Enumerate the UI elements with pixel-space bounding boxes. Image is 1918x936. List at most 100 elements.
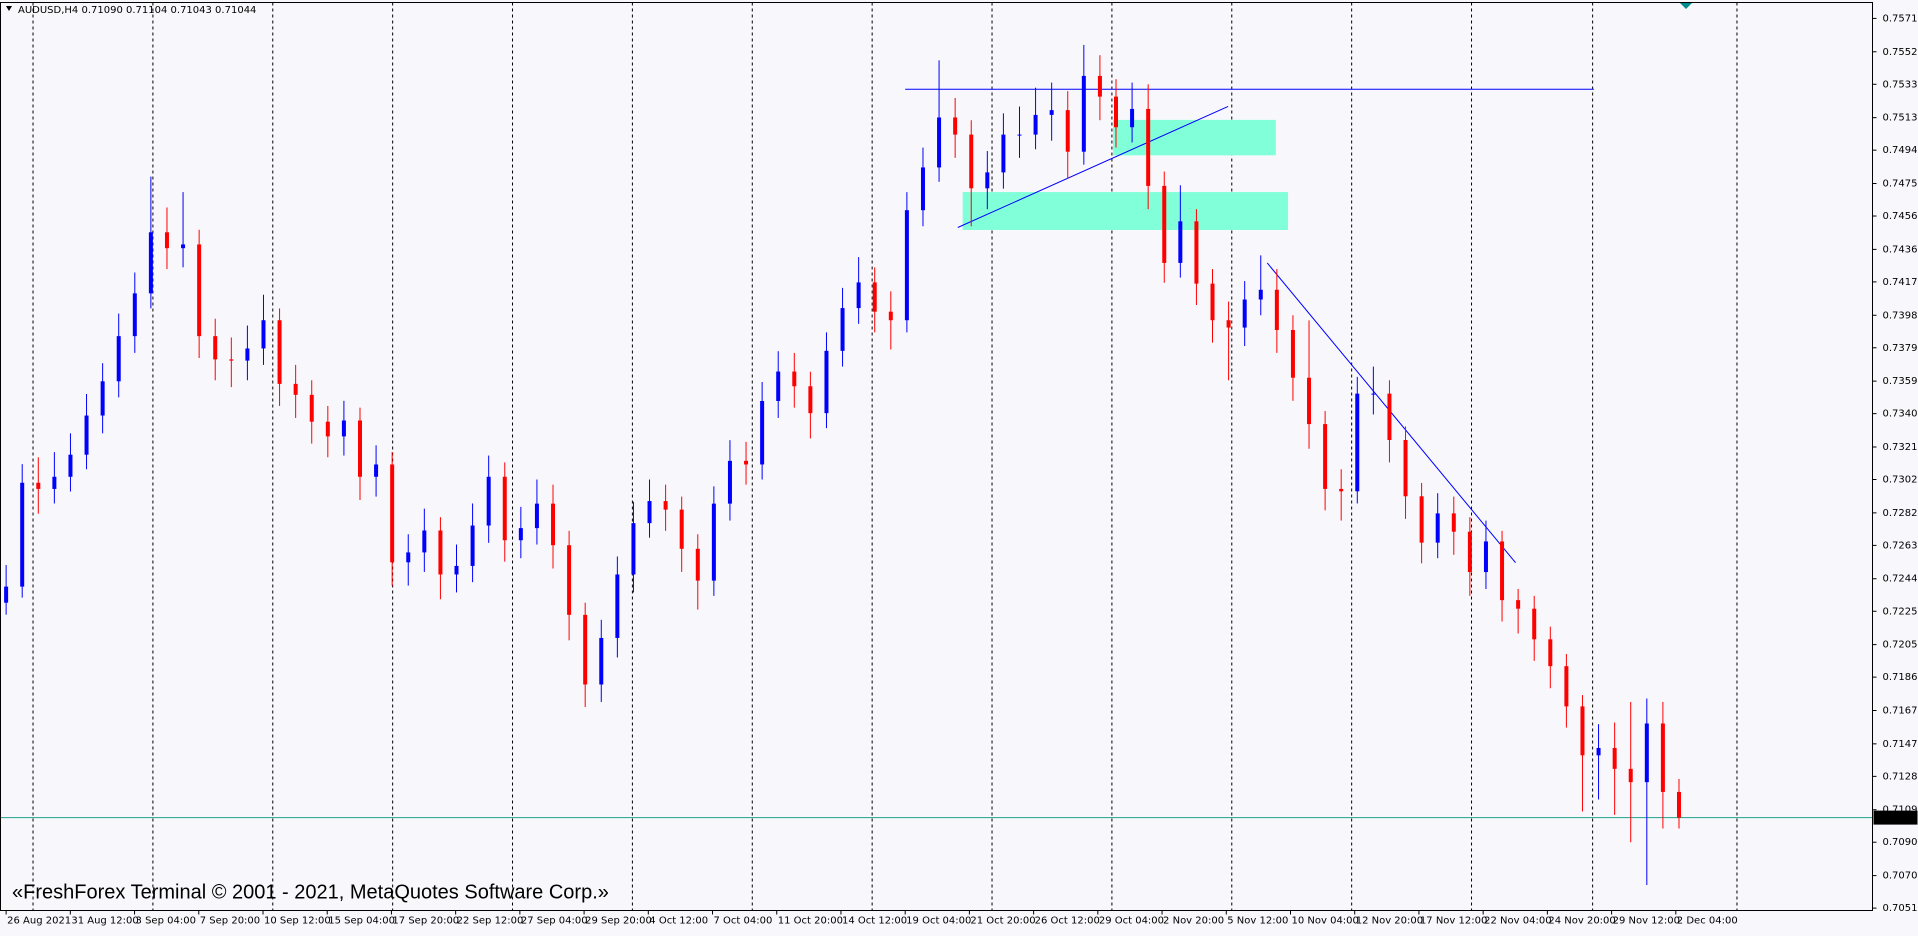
x-tick-label: 17 Sep 20:00 xyxy=(392,916,459,927)
candle-body xyxy=(293,383,298,395)
candle-body xyxy=(1178,221,1183,263)
candle-body xyxy=(36,482,41,489)
candle-body xyxy=(1258,289,1263,300)
candle-body xyxy=(1081,75,1086,152)
x-tick-label: 21 Oct 20:00 xyxy=(970,916,1035,927)
candle-body xyxy=(663,501,668,510)
candle-body xyxy=(52,476,57,489)
chart-title: AUDUSD,H4 0.71090 0.71104 0.71043 0.7104… xyxy=(18,5,256,16)
x-tick-label: 22 Nov 04:00 xyxy=(1484,916,1551,927)
candle-body xyxy=(792,371,797,387)
candle-body xyxy=(261,320,266,349)
candle-body xyxy=(583,614,588,685)
candle-body xyxy=(84,415,89,455)
x-tick-label: 4 Oct 12:00 xyxy=(649,916,708,927)
candle-body xyxy=(888,311,893,321)
candle-body xyxy=(567,545,572,615)
x-tick-label: 10 Sep 12:00 xyxy=(264,916,331,927)
candle-body xyxy=(1467,531,1472,573)
candle-body xyxy=(454,565,459,575)
candle-body xyxy=(727,460,732,504)
candle-body xyxy=(1162,185,1167,263)
x-tick-label: 7 Oct 04:00 xyxy=(714,916,773,927)
plot-border xyxy=(0,2,1873,911)
candle-body xyxy=(229,359,234,361)
y-tick-label: 0.75135 xyxy=(1883,113,1918,124)
candle-body xyxy=(1001,134,1006,173)
candle-body xyxy=(390,464,395,563)
y-tick-label: 0.70705 xyxy=(1883,871,1918,882)
drawn-objects xyxy=(0,88,1873,819)
candle-body xyxy=(1371,393,1376,395)
candle-body xyxy=(551,503,556,546)
candle-body xyxy=(1387,393,1392,440)
y-tick-label: 0.74175 xyxy=(1883,277,1918,288)
candle-body xyxy=(470,525,475,566)
menu-arrow xyxy=(6,6,12,11)
candle-body xyxy=(164,232,169,249)
y-tick-label: 0.70515 xyxy=(1883,903,1918,914)
zone xyxy=(962,192,1289,230)
candle-body xyxy=(1194,221,1199,284)
candle-body xyxy=(1612,747,1617,769)
candle-body xyxy=(406,552,411,563)
candle-body xyxy=(1596,747,1601,756)
candle-body xyxy=(953,117,958,135)
x-tick-label: 15 Sep 04:00 xyxy=(328,916,395,927)
x-tick-label: 3 Sep 04:00 xyxy=(136,916,196,927)
candle-body xyxy=(277,320,282,384)
candle-body xyxy=(856,282,861,309)
candles xyxy=(4,44,1681,886)
x-tick-label: 31 Aug 12:00 xyxy=(71,916,138,927)
candle-body xyxy=(1307,377,1312,425)
candle-body xyxy=(1290,329,1295,378)
candle-body xyxy=(4,586,9,603)
candle-body xyxy=(1435,513,1440,543)
candle-body xyxy=(985,172,990,189)
x-tick-label: 19 Oct 04:00 xyxy=(906,916,971,927)
candle-body xyxy=(325,421,330,437)
candle-body xyxy=(1483,541,1488,573)
candle-body xyxy=(68,454,73,477)
candle-body xyxy=(1500,541,1505,601)
candle-body xyxy=(872,282,877,312)
candle-body xyxy=(1419,496,1424,543)
candle-body xyxy=(1146,108,1151,186)
x-tick-label: 29 Nov 12:00 xyxy=(1613,916,1680,927)
candle-body xyxy=(1130,108,1135,128)
candle-body xyxy=(1065,110,1070,152)
candle-body xyxy=(132,293,137,337)
candle-body xyxy=(1242,299,1247,328)
y-tick-label: 0.75715 xyxy=(1883,13,1918,24)
candle-body xyxy=(1548,639,1553,667)
x-tick-label: 22 Sep 12:00 xyxy=(457,916,524,927)
x-tick-label: 26 Aug 2021 xyxy=(7,916,71,927)
candle-body xyxy=(1451,513,1456,532)
candle-body xyxy=(197,244,202,337)
candle-body xyxy=(422,530,427,553)
candle-body xyxy=(1226,320,1231,328)
candle-body xyxy=(599,637,604,685)
x-tick-label: 29 Oct 04:00 xyxy=(1099,916,1164,927)
x-tick-label: 2 Dec 04:00 xyxy=(1677,916,1738,927)
candle-body xyxy=(695,548,700,581)
y-tick-label: 0.71285 xyxy=(1883,771,1918,782)
candle-body xyxy=(1516,600,1521,609)
candle-body xyxy=(357,420,362,477)
candle-body xyxy=(148,232,153,294)
trend-line xyxy=(957,105,1229,228)
y-tick-label: 0.74945 xyxy=(1883,145,1918,156)
candle-body xyxy=(1274,289,1279,330)
candle-body xyxy=(438,530,443,575)
candle-body xyxy=(647,501,652,524)
y-tick-label: 0.74365 xyxy=(1883,244,1918,255)
y-tick-label: 0.71475 xyxy=(1883,739,1918,750)
y-tick-label: 0.71865 xyxy=(1883,672,1918,683)
